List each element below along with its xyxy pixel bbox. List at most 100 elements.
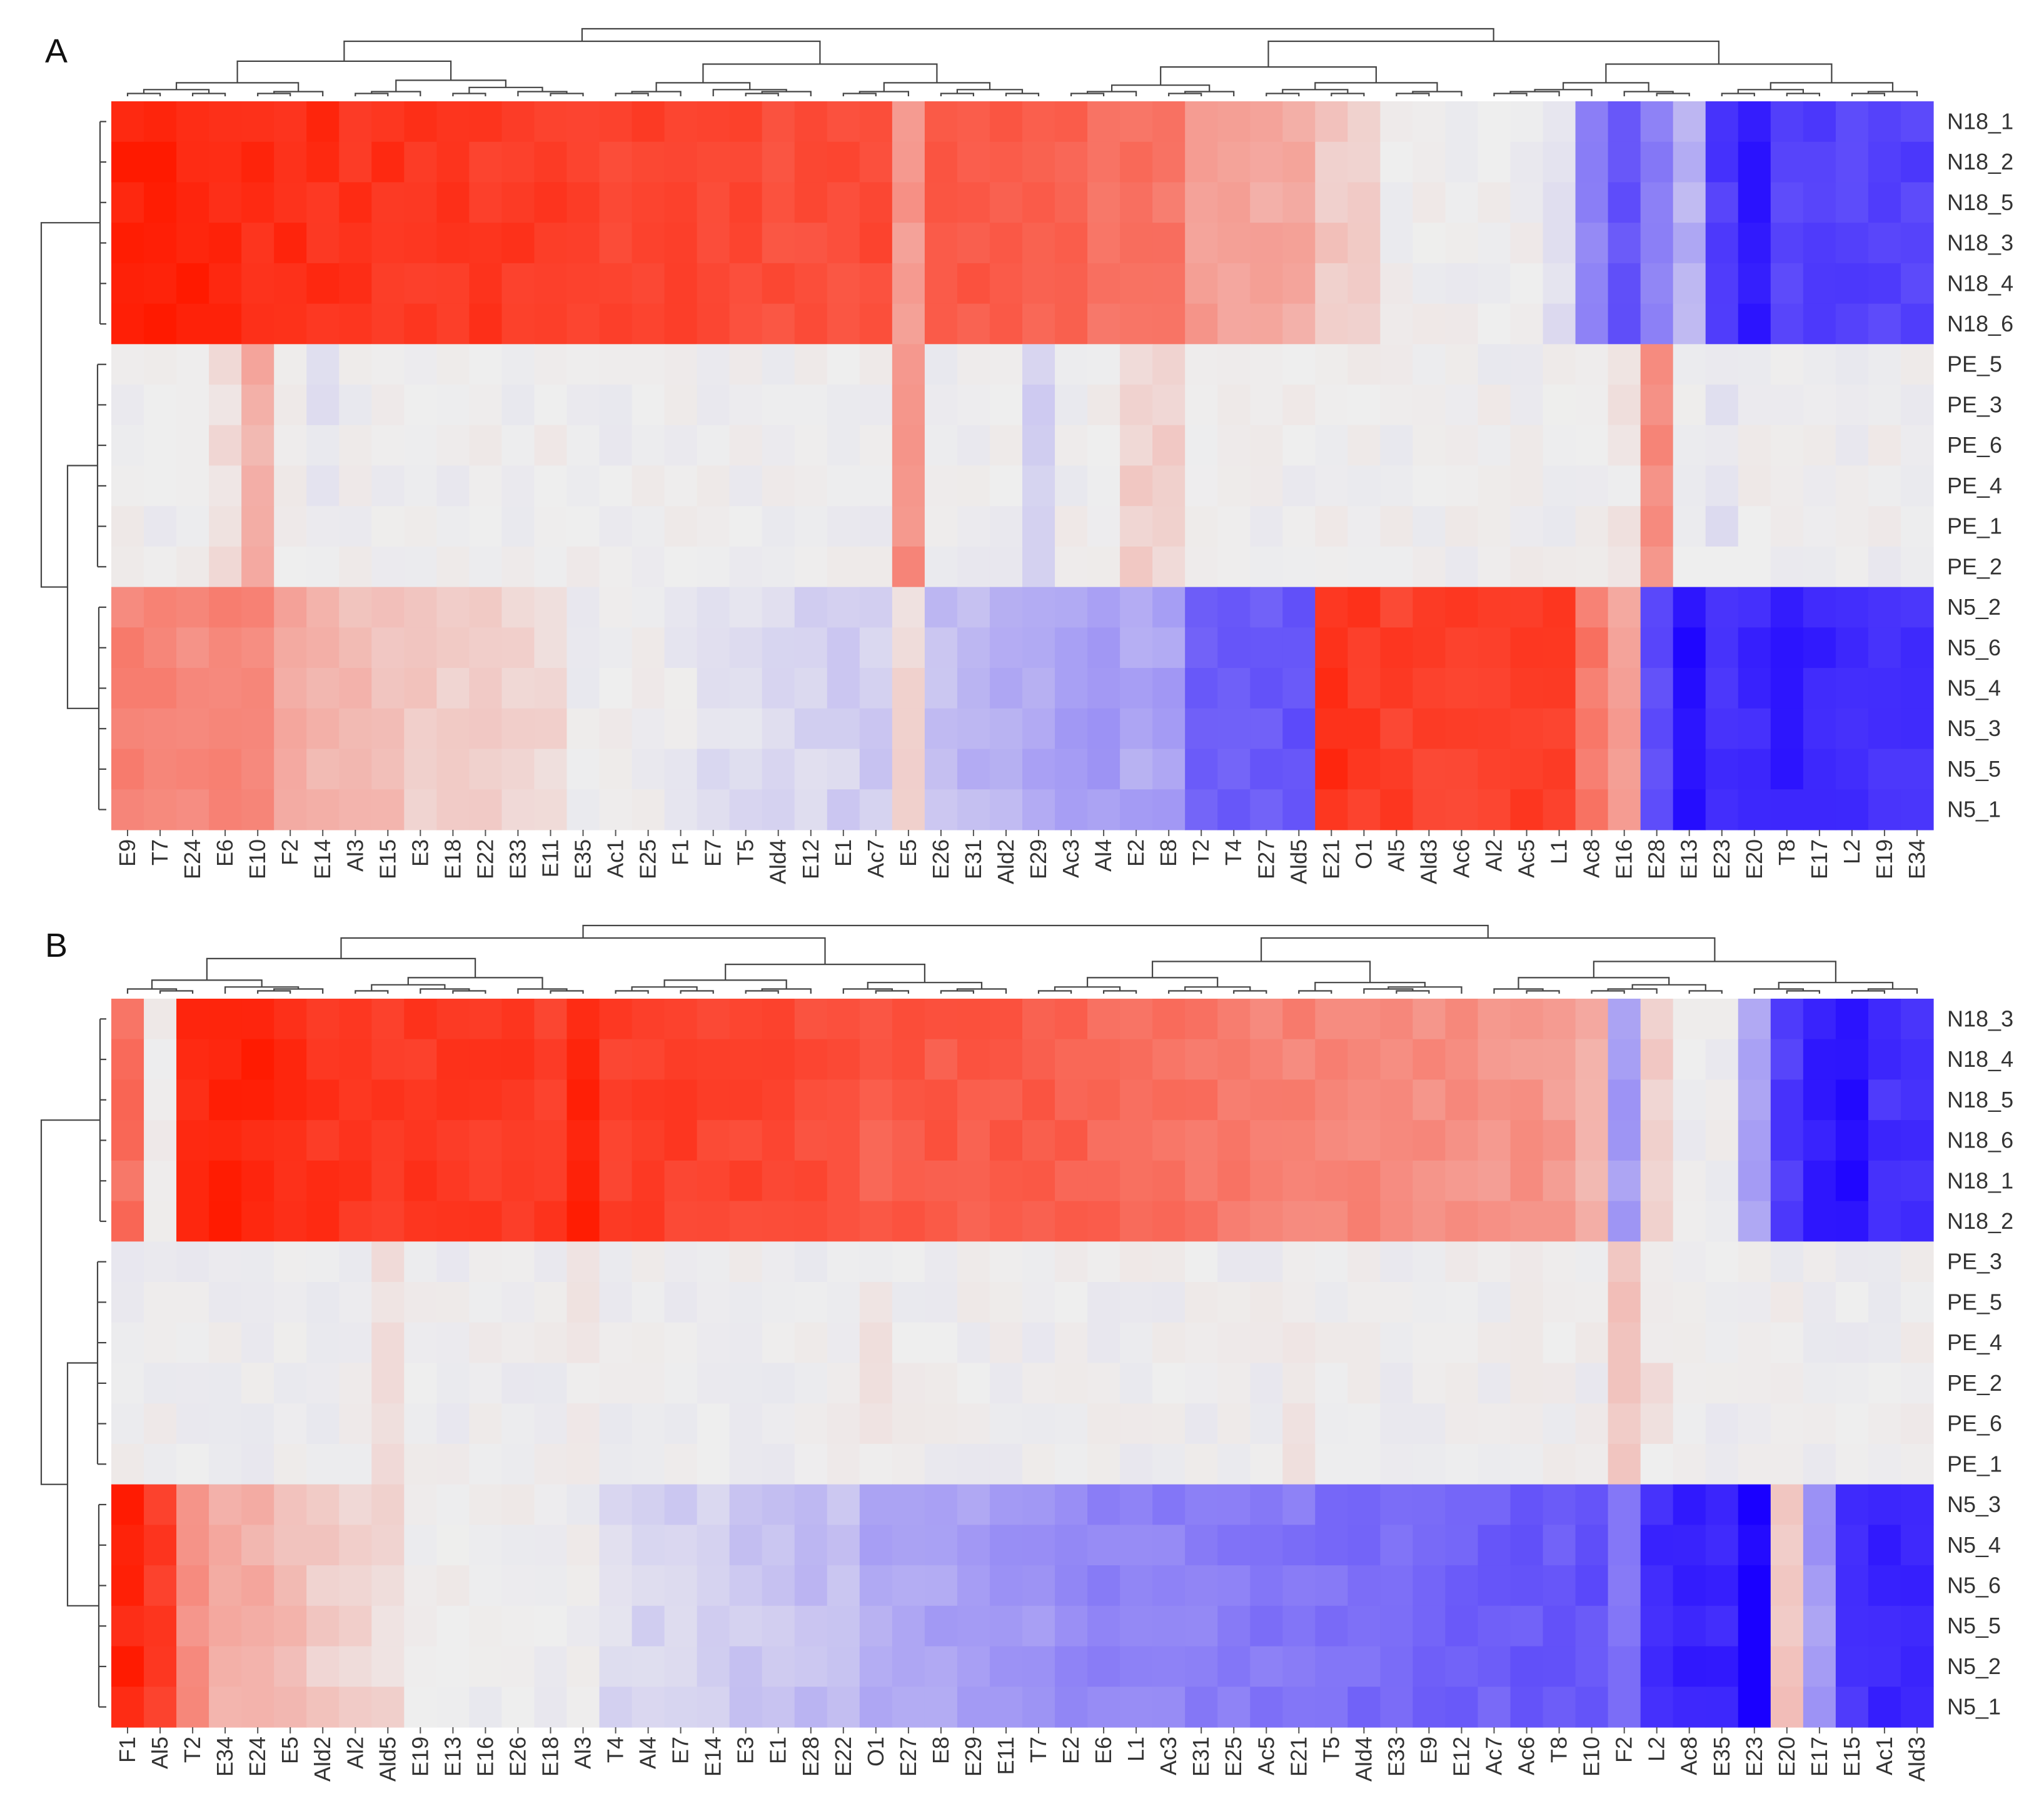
row-labels-b: N18_3N18_4N18_5N18_6N18_1N18_2PE_3PE_5PE… <box>1947 1006 2013 1719</box>
heatmap-cell <box>664 1646 698 1687</box>
heatmap-cell <box>404 789 437 830</box>
heatmap-cell <box>1445 627 1479 668</box>
heatmap-cell <box>1608 708 1641 750</box>
heatmap-cell <box>697 1160 730 1202</box>
heatmap-cell <box>469 708 503 750</box>
heatmap-cell <box>697 465 730 507</box>
heatmap-cell <box>1803 749 1836 790</box>
heatmap-cell <box>697 1687 730 1728</box>
heatmap-cell <box>1900 1201 1934 1242</box>
heatmap-cell <box>534 999 568 1040</box>
heatmap-cell <box>1478 546 1511 588</box>
heatmap-cell <box>274 1403 307 1445</box>
heatmap-cell <box>534 182 568 223</box>
heatmap-cell <box>1055 1282 1088 1323</box>
heatmap-cell <box>1152 101 1186 143</box>
heatmap-cell <box>794 546 828 588</box>
heatmap-cell <box>1120 1201 1153 1242</box>
heatmap-cell <box>1250 1363 1283 1404</box>
heatmap-cell <box>1543 385 1576 426</box>
heatmap-cell <box>534 789 568 830</box>
heatmap-cell <box>1803 1322 1836 1364</box>
heatmap-cell <box>697 999 730 1040</box>
heatmap-cell <box>241 627 274 668</box>
heatmap-cell <box>1022 627 1055 668</box>
heatmap-cell <box>697 223 730 264</box>
heatmap-cell <box>762 1079 795 1121</box>
heatmap-cell <box>241 546 274 588</box>
heatmap-cell <box>404 587 437 628</box>
heatmap-cell <box>501 385 535 426</box>
heatmap-cell <box>1185 627 1218 668</box>
heatmap-cell <box>1608 789 1641 830</box>
heatmap-cell <box>989 789 1023 830</box>
heatmap-cell <box>1478 999 1511 1040</box>
heatmap-cell <box>436 506 470 547</box>
heatmap-cell <box>1835 141 1869 183</box>
heatmap-cell <box>1087 344 1120 385</box>
heatmap-cell <box>1380 506 1414 547</box>
heatmap-cell <box>599 1160 633 1202</box>
heatmap-cell <box>827 1120 860 1161</box>
heatmap-cell <box>274 101 307 143</box>
heatmap-cell <box>1347 627 1381 668</box>
heatmap-cell <box>859 344 893 385</box>
heatmap-cell <box>924 668 958 709</box>
heatmap-cell <box>1315 1443 1348 1485</box>
heatmap-cell <box>436 999 470 1040</box>
heatmap-cell <box>501 789 535 830</box>
heatmap-cell <box>1022 546 1055 588</box>
heatmap-cell <box>111 1565 144 1607</box>
heatmap-cell <box>1347 546 1381 588</box>
heatmap-cell <box>1055 1484 1088 1525</box>
heatmap-cell <box>176 303 209 345</box>
heatmap-cell <box>1543 546 1576 588</box>
heatmap-cell <box>632 1525 665 1566</box>
heatmap-cell <box>1705 1160 1739 1202</box>
heatmap-cell <box>1282 789 1316 830</box>
heatmap-cell <box>1738 101 1771 143</box>
heatmap-cell <box>306 1687 340 1728</box>
heatmap-cell <box>1315 182 1348 223</box>
heatmap-cell <box>957 182 990 223</box>
heatmap-cell <box>957 425 990 467</box>
heatmap-cell <box>632 182 665 223</box>
column-label: Ac6 <box>1449 839 1474 878</box>
heatmap-cell <box>1868 1120 1901 1161</box>
heatmap-cell <box>241 141 274 183</box>
heatmap-cell <box>1868 1565 1901 1607</box>
heatmap-cell <box>664 546 698 588</box>
heatmap-cell <box>989 385 1023 426</box>
heatmap-cell <box>1835 506 1869 547</box>
heatmap-cell <box>1282 182 1316 223</box>
heatmap-cell <box>566 425 600 467</box>
heatmap-cell <box>729 1241 763 1283</box>
heatmap-cell <box>1478 303 1511 345</box>
heatmap-cell <box>404 1605 437 1647</box>
heatmap-cell <box>1347 1565 1381 1607</box>
heatmap-cell <box>1868 999 1901 1040</box>
heatmap-cell <box>827 506 860 547</box>
heatmap-cell <box>1770 1282 1804 1323</box>
heatmap-cell <box>339 1241 372 1283</box>
heatmap-cell <box>1770 999 1804 1040</box>
heatmap-cell <box>1640 1039 1674 1081</box>
heatmap-cell <box>566 1322 600 1364</box>
heatmap-cell <box>1868 668 1901 709</box>
heatmap-cell <box>1315 141 1348 183</box>
heatmap-cell <box>1282 587 1316 628</box>
heatmap-cell <box>794 1646 828 1687</box>
heatmap-cell <box>1185 303 1218 345</box>
heatmap-cell <box>599 344 633 385</box>
heatmap-cell <box>1282 546 1316 588</box>
heatmap-cell <box>794 1039 828 1081</box>
heatmap-cell <box>924 1363 958 1404</box>
heatmap-cell <box>1835 1201 1869 1242</box>
heatmap-cell <box>241 1646 274 1687</box>
heatmap-cell <box>241 1363 274 1404</box>
heatmap-cell <box>1608 385 1641 426</box>
heatmap-cell <box>241 425 274 467</box>
heatmap-cell <box>1315 1525 1348 1566</box>
heatmap-cell <box>957 344 990 385</box>
heatmap-cell <box>957 141 990 183</box>
